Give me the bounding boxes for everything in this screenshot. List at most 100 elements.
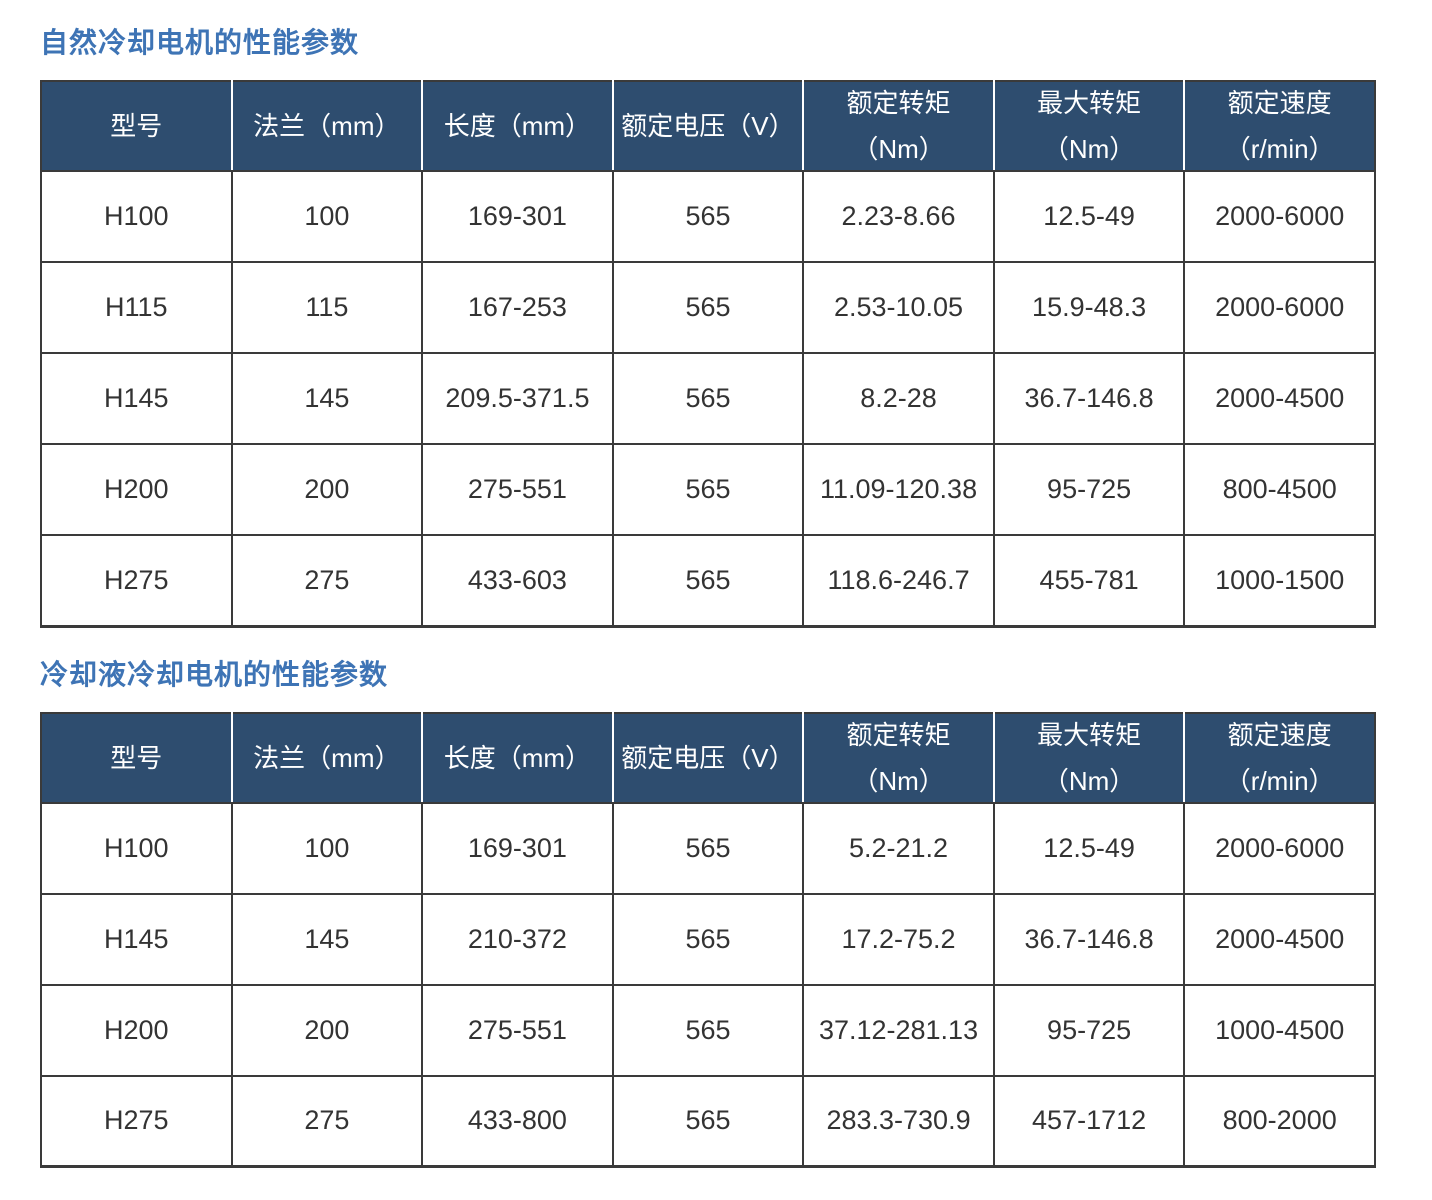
column-header-label: 最大转矩 <box>1037 88 1142 118</box>
table-cell: 1000-1500 <box>1183 534 1376 627</box>
table-cell: 15.9-48.3 <box>992 261 1186 354</box>
table-cell: 210-372 <box>421 892 614 986</box>
table-cell: 200 <box>230 443 424 536</box>
column-header: 法兰（mm） <box>230 712 423 804</box>
table-row: H275 275 433-800 565 283.3-730.9 457-1712 800-… <box>40 1074 1376 1168</box>
table-cell: 565 <box>611 892 805 986</box>
column-header: 最大转矩 （Nm） <box>992 712 1185 804</box>
header-row: 型号 法兰（mm） 长度（mm） 额定电压（V） 额定转矩 （Nm） 最大转矩 （Nm） 额定速… <box>41 81 1375 172</box>
table-cell: H275 <box>40 534 233 627</box>
table-cell: 17.2-75.2 <box>802 892 995 986</box>
column-header-unit: （r/min） <box>1224 134 1335 164</box>
table-cell: 100 <box>230 170 424 263</box>
table-cell: 2000-4500 <box>1183 352 1376 445</box>
column-header: 最大转矩 （Nm） <box>992 81 1185 172</box>
table-cell: 565 <box>611 443 805 536</box>
table-cell: 200 <box>230 983 424 1077</box>
natural-cooling-spec-table: 型号 法兰（mm） 长度（mm） 额定电压（V） 额定转矩 （Nm） 最大转矩 （Nm） 额定速… <box>40 80 1376 628</box>
table-cell: 209.5-371.5 <box>421 352 614 445</box>
table-cell: H100 <box>40 801 233 895</box>
column-header: 额定转矩 （Nm） <box>802 81 994 172</box>
table-row: H200 200 275-551 565 11.09-120.38 95-725 800-4… <box>40 443 1376 536</box>
liquid-cooling-spec-table: 型号 法兰（mm） 长度（mm） 额定电压（V） 额定转矩 （Nm） 最大转矩 （Nm） 额定速… <box>40 711 1376 1168</box>
table-row: H145 145 209.5-371.5 565 8.2-28 36.7-146.8 200… <box>40 352 1376 445</box>
column-header-unit: （Nm） <box>1042 134 1136 164</box>
column-header-label: 额定电压（V） <box>621 742 795 773</box>
table-cell: 2.23-8.66 <box>802 170 995 263</box>
table-cell: 275 <box>230 534 424 627</box>
column-header-unit: （Nm） <box>852 134 945 164</box>
table-cell: 5.2-21.2 <box>802 801 995 895</box>
table-cell: 2000-6000 <box>1183 801 1376 895</box>
column-header: 额定速度 （r/min） <box>1183 81 1375 172</box>
table-cell: 167-253 <box>421 261 614 354</box>
section-title-natural-cooling: 自然冷却电机的性能参数 <box>40 27 360 58</box>
table-cell: 275-551 <box>421 443 614 536</box>
column-header: 额定速度 （r/min） <box>1183 712 1375 804</box>
column-header-label: 额定转矩 <box>846 88 951 118</box>
table-cell: H200 <box>40 983 233 1077</box>
table-cell: 2000-6000 <box>1183 170 1376 263</box>
table-cell: 565 <box>611 170 805 263</box>
table-cell: 565 <box>611 352 805 445</box>
table-cell: 95-725 <box>992 443 1186 536</box>
table-cell: 100 <box>230 801 424 895</box>
table-row: H200 200 275-551 565 37.12-281.13 95-725 1000-… <box>40 983 1376 1077</box>
column-header: 型号 <box>41 712 232 804</box>
column-header-label: 型号 <box>110 111 163 141</box>
table-cell: 8.2-28 <box>802 352 995 445</box>
table-cell: 433-800 <box>421 1074 614 1168</box>
table-cell: 12.5-49 <box>992 801 1186 895</box>
table-cell: 800-2000 <box>1183 1074 1376 1168</box>
table-cell: H100 <box>40 170 233 263</box>
table-cell: 36.7-146.8 <box>992 352 1186 445</box>
table-cell: 457-1712 <box>992 1074 1186 1168</box>
table-cell: H275 <box>40 1074 233 1168</box>
header-row: 型号 法兰（mm） 长度（mm） 额定电压（V） 额定转矩 （Nm） 最大转矩 （Nm） 额定速… <box>41 712 1375 804</box>
table-row: H275 275 433-603 565 118.6-246.7 455-781 1000-… <box>40 534 1376 627</box>
column-header-unit: （Nm） <box>1042 765 1136 796</box>
table-cell: 283.3-730.9 <box>802 1074 995 1168</box>
table-cell: 145 <box>230 892 424 986</box>
table-cell: 2.53-10.05 <box>802 261 995 354</box>
column-header-unit: （Nm） <box>852 765 945 796</box>
column-header-label: 型号 <box>110 742 163 773</box>
table-cell: 2000-4500 <box>1183 892 1376 986</box>
table-cell: 565 <box>611 983 805 1077</box>
table-cell: 565 <box>611 261 805 354</box>
column-header-label: 长度（mm） <box>443 111 592 141</box>
column-header: 法兰（mm） <box>230 81 423 172</box>
table-cell: 565 <box>611 534 805 627</box>
table-cell: 36.7-146.8 <box>992 892 1186 986</box>
column-header-label: 额定转矩 <box>846 719 951 750</box>
table-cell: 169-301 <box>421 170 614 263</box>
table-row: H100 100 169-301 565 2.23-8.66 12.5-49 2000-60… <box>40 170 1376 263</box>
column-header-label: 最大转矩 <box>1037 719 1142 750</box>
section-title-liquid-cooling: 冷却液冷却电机的性能参数 <box>40 658 389 690</box>
table-cell: H200 <box>40 443 233 536</box>
table-cell: 565 <box>611 801 805 895</box>
column-header-label: 额定电压（V） <box>621 111 795 141</box>
column-header: 长度（mm） <box>421 712 613 804</box>
table-cell: 37.12-281.13 <box>802 983 995 1077</box>
column-header: 额定电压（V） <box>611 81 804 172</box>
table-cell: 275 <box>230 1074 424 1168</box>
table-cell: H145 <box>40 352 233 445</box>
table-row: H115 115 167-253 565 2.53-10.05 15.9-48.3 2000… <box>40 261 1376 354</box>
table-cell: 565 <box>611 1074 805 1168</box>
table-cell: 800-4500 <box>1183 443 1376 536</box>
table-cell: H145 <box>40 892 233 986</box>
table-cell: 11.09-120.38 <box>802 443 995 536</box>
table-cell: 433-603 <box>421 534 614 627</box>
table-cell: 118.6-246.7 <box>802 534 995 627</box>
table-cell: 95-725 <box>992 983 1186 1077</box>
table-cell: 455-781 <box>992 534 1186 627</box>
column-header-label: 法兰（mm） <box>253 111 401 141</box>
column-header: 额定电压（V） <box>611 712 804 804</box>
table-cell: 12.5-49 <box>992 170 1186 263</box>
table-row: H145 145 210-372 565 17.2-75.2 36.7-146.8 2000… <box>40 892 1376 986</box>
table-cell: 145 <box>230 352 424 445</box>
column-header-label: 法兰（mm） <box>253 742 401 773</box>
column-header: 型号 <box>41 81 232 172</box>
